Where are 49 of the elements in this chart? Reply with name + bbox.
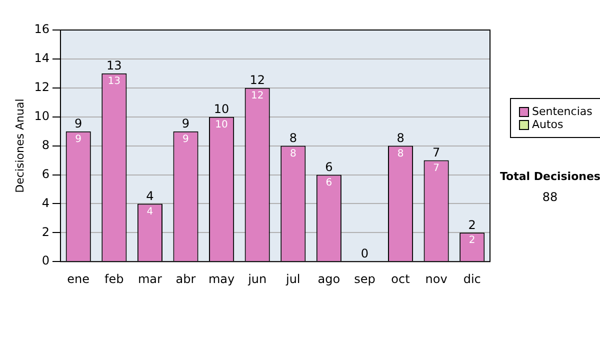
total-label: 9 xyxy=(74,116,82,130)
data-label: 8 xyxy=(397,148,404,160)
text: 88 xyxy=(541,190,559,204)
data-label: 6 xyxy=(326,177,332,188)
x-tick-label: oct xyxy=(391,272,410,286)
data-label: 10 xyxy=(215,119,228,130)
x-tick-label: sep xyxy=(354,272,376,286)
x-tick-label: ene xyxy=(67,272,90,286)
y-tick-label: 16 xyxy=(34,22,50,36)
data-label: 4 xyxy=(146,206,154,218)
total-label: 10 xyxy=(214,102,230,116)
y-tick-label: 2 xyxy=(42,224,50,239)
data-label: 9 xyxy=(182,134,189,145)
y-tick-label: 0 xyxy=(42,254,50,268)
total-label: 9 xyxy=(182,116,190,130)
total-label: 12 xyxy=(250,73,265,88)
y-tick-label: 14 xyxy=(34,51,50,66)
total-label: 7 xyxy=(432,145,440,160)
legend-label: Sentencias xyxy=(532,105,592,118)
data-label: 9 xyxy=(75,134,82,145)
x-tick-label: may xyxy=(208,272,235,286)
y-tick-label: 10 xyxy=(34,108,50,123)
text: Total Decisiones xyxy=(500,170,600,183)
data-label: 8 xyxy=(290,148,296,160)
y-axis-title: Decisiones Anual xyxy=(13,98,26,193)
x-tick-label: ago xyxy=(318,272,340,286)
data-label: 7 xyxy=(433,162,440,174)
total-label: 13 xyxy=(106,58,122,73)
total-label: 0 xyxy=(360,246,369,261)
x-tick-label: jun xyxy=(247,272,267,286)
x-tick-label: nov xyxy=(425,272,448,286)
total-label: 2 xyxy=(468,218,476,232)
x-tick-label: dic xyxy=(463,272,481,286)
total-label: 4 xyxy=(146,188,154,203)
y-tick-label: 4 xyxy=(42,196,50,210)
legend-label: Autos xyxy=(532,118,564,131)
y-tick-label: 12 xyxy=(34,80,50,94)
total-label: 8 xyxy=(396,130,404,145)
x-tick-label: abr xyxy=(176,272,196,286)
total-label: 8 xyxy=(289,130,297,145)
x-tick-label: mar xyxy=(138,272,162,286)
x-tick-label: feb xyxy=(104,272,124,286)
total-label: 6 xyxy=(325,160,333,174)
y-tick-label: 6 xyxy=(42,166,50,181)
data-label: 12 xyxy=(250,90,264,102)
data-label: 2 xyxy=(468,235,476,246)
data-label: 13 xyxy=(108,76,121,88)
y-tick-label: 8 xyxy=(42,138,50,152)
x-tick-label: jul xyxy=(284,272,300,286)
